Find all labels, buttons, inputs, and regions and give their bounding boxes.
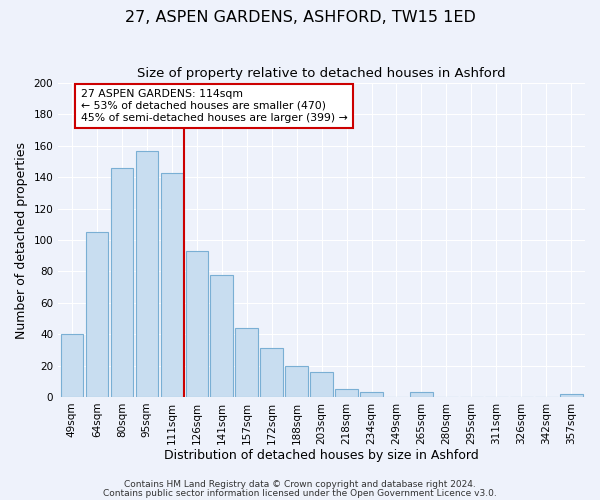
Bar — [410, 392, 433, 397]
Bar — [211, 274, 233, 397]
X-axis label: Distribution of detached houses by size in Ashford: Distribution of detached houses by size … — [164, 450, 479, 462]
Bar — [185, 251, 208, 397]
Bar — [61, 334, 83, 397]
Text: Contains public sector information licensed under the Open Government Licence v3: Contains public sector information licen… — [103, 489, 497, 498]
Bar — [260, 348, 283, 397]
Bar — [161, 172, 183, 397]
Bar — [310, 372, 333, 397]
Title: Size of property relative to detached houses in Ashford: Size of property relative to detached ho… — [137, 68, 506, 80]
Y-axis label: Number of detached properties: Number of detached properties — [15, 142, 28, 338]
Bar — [335, 389, 358, 397]
Text: 27 ASPEN GARDENS: 114sqm
← 53% of detached houses are smaller (470)
45% of semi-: 27 ASPEN GARDENS: 114sqm ← 53% of detach… — [80, 90, 347, 122]
Bar — [286, 366, 308, 397]
Bar — [110, 168, 133, 397]
Text: 27, ASPEN GARDENS, ASHFORD, TW15 1ED: 27, ASPEN GARDENS, ASHFORD, TW15 1ED — [125, 10, 475, 25]
Bar — [136, 150, 158, 397]
Bar — [235, 328, 258, 397]
Bar — [86, 232, 108, 397]
Text: Contains HM Land Registry data © Crown copyright and database right 2024.: Contains HM Land Registry data © Crown c… — [124, 480, 476, 489]
Bar — [560, 394, 583, 397]
Bar — [360, 392, 383, 397]
